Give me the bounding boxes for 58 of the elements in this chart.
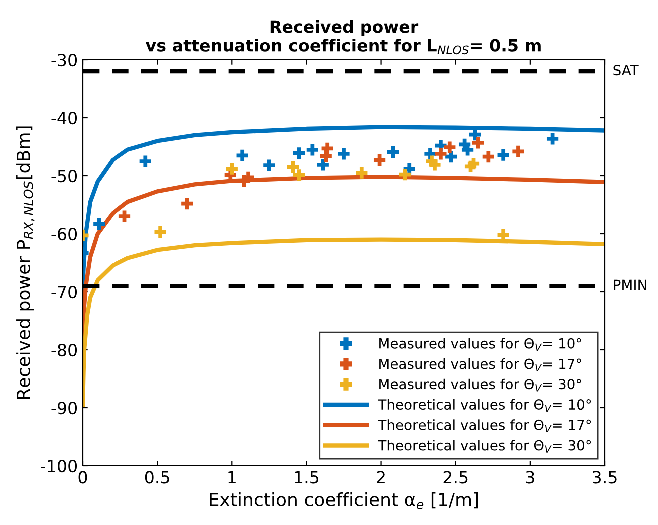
point — [94, 218, 106, 230]
point — [472, 137, 484, 149]
point — [435, 148, 447, 160]
point — [317, 159, 329, 171]
x-tick-label: 3 — [526, 471, 534, 484]
point — [182, 198, 194, 210]
point — [546, 133, 559, 145]
x-tick-label: 3.5 — [593, 471, 617, 484]
point — [293, 148, 306, 160]
ref-line-label: PMIN — [614, 280, 646, 290]
point — [498, 229, 510, 241]
point — [399, 169, 411, 181]
legend-label: Measured values for Θ$_{V}$= 30° — [380, 378, 582, 392]
point — [226, 163, 238, 175]
point — [338, 148, 350, 160]
point — [512, 146, 524, 158]
point — [446, 151, 458, 163]
point — [154, 226, 166, 238]
legend-label: Measured values for Θ$_{V}$= 10° — [380, 338, 582, 351]
point — [429, 159, 441, 171]
point — [469, 129, 482, 141]
point — [482, 151, 494, 163]
point — [387, 146, 400, 158]
point — [356, 167, 368, 179]
y-tick-label: -30 — [52, 54, 78, 67]
y-tick-label: -70 — [52, 286, 78, 299]
point — [306, 144, 318, 156]
y-tick-label: -40 — [52, 112, 78, 125]
x-tick-label: 1 — [228, 471, 236, 484]
point — [468, 158, 480, 170]
legend-label: Theoretical values for Θ$_{V}$= 17° — [378, 420, 592, 432]
point — [322, 142, 334, 155]
y-tick-label: -90 — [52, 402, 78, 415]
point — [287, 161, 300, 174]
y-tick-label: -50 — [52, 170, 78, 183]
x-axis-title: Extinction coefficient α$_{e}$ [1/m] — [210, 492, 478, 510]
y-axis-title: Received power P$_{RX,NLOS}$[dBm] — [16, 126, 35, 400]
y-tick-label: -80 — [52, 344, 78, 357]
point — [264, 160, 276, 172]
point — [236, 150, 248, 162]
point — [498, 149, 510, 161]
y-tick-label: -60 — [52, 228, 78, 241]
chart-title: Received power vs attenuation coefficient for L$_{NLOS}$= 0.5 m — [146, 20, 541, 55]
point — [444, 142, 456, 154]
x-tick-label: 2.5 — [444, 471, 468, 484]
legend-label: Theoretical values for Θ$_{V}$= 10° — [378, 399, 592, 412]
y-tick-label: -100 — [41, 460, 78, 473]
point — [140, 156, 152, 168]
x-tick-label: 1.5 — [295, 471, 319, 484]
legend-label: Measured values for Θ$_{V}$= 17° — [380, 358, 582, 372]
point — [374, 154, 386, 166]
ref-line-label: SAT — [614, 65, 639, 76]
point — [118, 210, 131, 222]
x-tick-label: 0 — [78, 471, 88, 484]
x-tick-label: 0.5 — [145, 471, 170, 484]
x-tick-label: 2 — [377, 471, 385, 484]
point — [293, 170, 306, 182]
legend-label: Theoretical values for Θ$_{V}$= 30° — [378, 440, 592, 453]
